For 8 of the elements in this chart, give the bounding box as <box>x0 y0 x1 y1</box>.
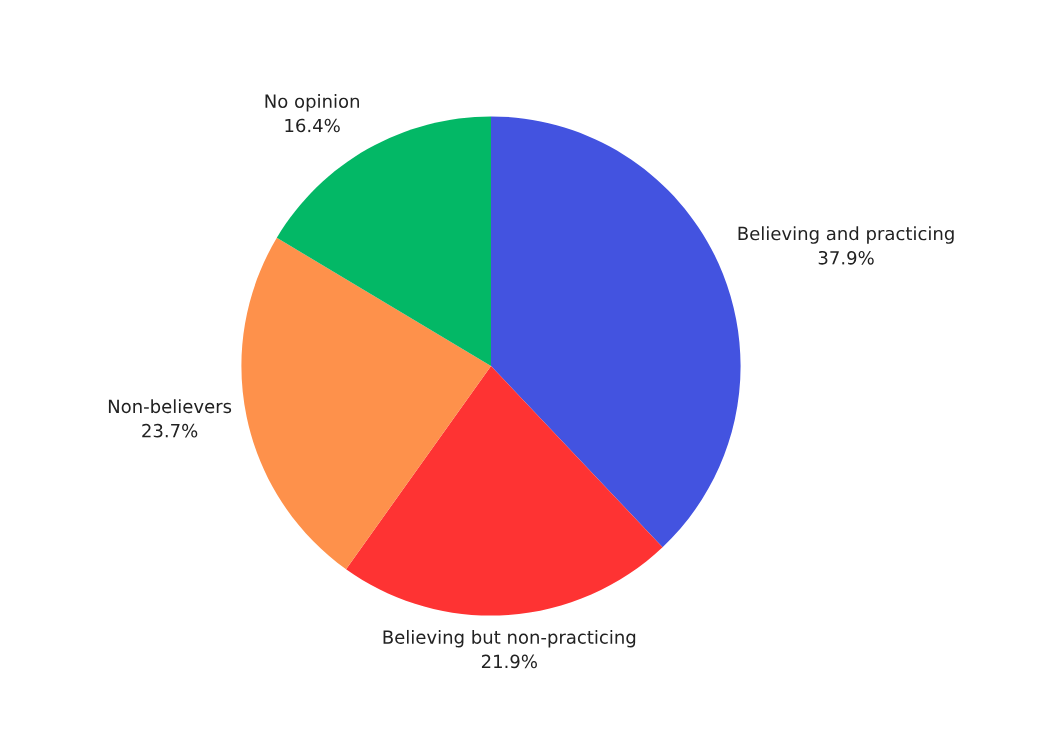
slice-label: No opinion <box>265 94 359 112</box>
data-label: 21.9% <box>481 654 537 669</box>
slice-label: Non-believers <box>108 399 232 414</box>
slice-label: Believing but non-practicing <box>383 629 636 648</box>
data-label: 16.4% <box>285 118 340 133</box>
slice-label: Believing and practicing <box>738 226 954 244</box>
data-label: 23.7% <box>142 423 198 438</box>
data-label: 37.9% <box>818 250 874 265</box>
